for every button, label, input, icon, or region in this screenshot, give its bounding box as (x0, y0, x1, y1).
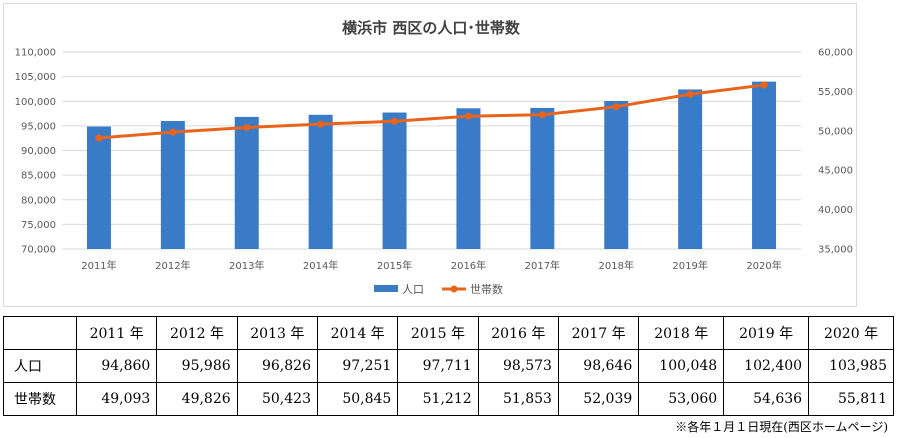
left-axis-tick-label: 105,000 (15, 72, 56, 83)
table-cell: 50,845 (316, 382, 399, 416)
table-header-cell: 2018 年 (638, 316, 725, 350)
x-axis-tick-label: 2018年 (599, 259, 634, 272)
table-header-row: 2011 年 2012 年 2013 年 2014 年 2015 年 2016 … (3, 316, 894, 350)
left-axis-tick-label: 90,000 (21, 146, 56, 157)
x-axis-tick-label: 2014年 (303, 259, 338, 272)
table-cell: 94,860 (75, 349, 158, 383)
right-axis-tick-label: 55,000 (818, 87, 853, 98)
table-cell: 51,212 (397, 382, 479, 416)
left-axis-tick-label: 70,000 (21, 245, 56, 256)
table-cell: 95,986 (156, 349, 238, 383)
x-axis-tick-label: 2017年 (525, 259, 560, 272)
table-header-cell: 2014 年 (316, 316, 399, 350)
left-axis-labels: 70,000 75,000 80,000 85,000 90,000 95,000 100,… (15, 48, 56, 256)
left-axis-tick-label: 80,000 (21, 195, 56, 206)
table-cell: 50,423 (236, 382, 318, 416)
table-header-cell: 2011 年 (75, 316, 158, 350)
left-axis-tick-label: 75,000 (21, 220, 56, 231)
x-axis-tick-label: 2020年 (746, 259, 781, 272)
legend-label-population: 人口 (402, 283, 424, 296)
right-axis-tick-label: 40,000 (818, 205, 853, 216)
table-row-households: 世帯数 49,093 49,826 50,423 50,845 51,212 5… (3, 382, 894, 416)
right-axis-tick-label: 50,000 (818, 126, 853, 137)
table-cell: 51,853 (477, 382, 559, 416)
table-row-label: 世帯数 (3, 382, 77, 416)
left-axis-tick-label: 100,000 (15, 97, 56, 108)
table-cell: 102,400 (723, 349, 810, 383)
x-axis-tick-label: 2015年 (377, 259, 412, 272)
table-cell: 100,048 (638, 349, 725, 383)
data-table: 2011 年 2012 年 2013 年 2014 年 2015 年 2016 … (3, 316, 894, 416)
legend-label-households: 世帯数 (470, 283, 503, 296)
table-cell: 103,985 (808, 349, 894, 383)
left-axis-tick-label: 110,000 (15, 48, 56, 59)
right-axis-tick-label: 45,000 (818, 166, 853, 177)
population-bar (456, 108, 481, 249)
household-line (95, 81, 768, 142)
table-cell: 98,646 (557, 349, 640, 383)
household-series-line (98, 83, 765, 140)
gridlines (62, 51, 801, 250)
table-cell: 98,573 (477, 349, 559, 383)
population-bar (86, 126, 111, 249)
table-cell: 54,636 (723, 382, 810, 416)
household-point (760, 81, 768, 89)
source-footnote: ※各年１月１日現在(西区ホームページ) (675, 420, 888, 434)
legend-swatch-population (374, 285, 398, 292)
right-axis-tick-label: 60,000 (818, 48, 853, 59)
table-header-cell: 2015 年 (397, 316, 479, 350)
population-bar (530, 107, 555, 249)
household-point (686, 90, 694, 98)
household-point (169, 128, 177, 136)
x-axis-tick-label: 2011年 (81, 259, 116, 272)
x-axis-labels: 2011年 2012年 2013年 2014年 2015年 2016年 2017年 2018年… (81, 259, 782, 272)
population-bar (604, 101, 629, 249)
x-axis-tick-label: 2019年 (672, 259, 707, 272)
x-axis-tick-label: 2012年 (155, 259, 190, 272)
table-cell: 53,060 (638, 382, 725, 416)
household-point (538, 111, 546, 119)
x-axis-tick-label: 2013年 (229, 259, 264, 272)
household-point (95, 134, 103, 142)
household-point (391, 117, 399, 125)
population-bar (678, 89, 703, 250)
table-header-cell: 2012 年 (156, 316, 238, 350)
left-axis-tick-label: 95,000 (21, 121, 56, 132)
household-point (612, 103, 620, 111)
table-cell: 96,826 (236, 349, 318, 383)
chart-frame: 横浜市 西区の人口･世帯数 70,000 75,000 80,000 85,000 90… (3, 3, 857, 307)
table-cell: 97,251 (316, 349, 399, 383)
chart-title: 横浜市 西区の人口･世帯数 (342, 19, 521, 37)
x-axis-tick-label: 2016年 (451, 259, 486, 272)
household-point (243, 123, 251, 131)
table-cell: 97,711 (397, 349, 479, 383)
table-header-cell: 2017 年 (557, 316, 640, 350)
right-axis-labels: 35,000 40,000 45,000 50,000 55,000 60,000 (818, 48, 853, 256)
table-cell: 55,811 (808, 382, 894, 416)
table-row-population: 人口 94,860 95,986 96,826 97,251 97,711 98… (3, 349, 894, 383)
table-header-cell: 2016 年 (477, 316, 559, 350)
table-cell: 49,093 (75, 382, 158, 416)
table-header-cell: 2013 年 (236, 316, 318, 350)
left-axis-tick-label: 85,000 (21, 171, 56, 182)
population-bar (752, 81, 777, 250)
population-bar (234, 116, 259, 249)
household-point (317, 120, 325, 128)
population-bar (160, 121, 185, 249)
legend-swatch-households-marker (450, 285, 458, 293)
table-cell: 52,039 (557, 382, 640, 416)
right-axis-tick-label: 35,000 (818, 245, 853, 256)
population-bar (308, 114, 333, 250)
chart-legend: 人口 世帯数 (374, 283, 503, 296)
table-cell: 49,826 (156, 382, 238, 416)
household-point (464, 112, 472, 120)
combo-chart: 横浜市 西区の人口･世帯数 70,000 75,000 80,000 85,000 90… (15, 19, 853, 296)
table-header-cell: 2020 年 (808, 316, 894, 350)
population-bars (86, 81, 777, 250)
table-row-label: 人口 (3, 349, 77, 383)
table-corner-cell (3, 316, 77, 350)
population-bar (382, 112, 407, 250)
table-header-cell: 2019 年 (723, 316, 810, 350)
